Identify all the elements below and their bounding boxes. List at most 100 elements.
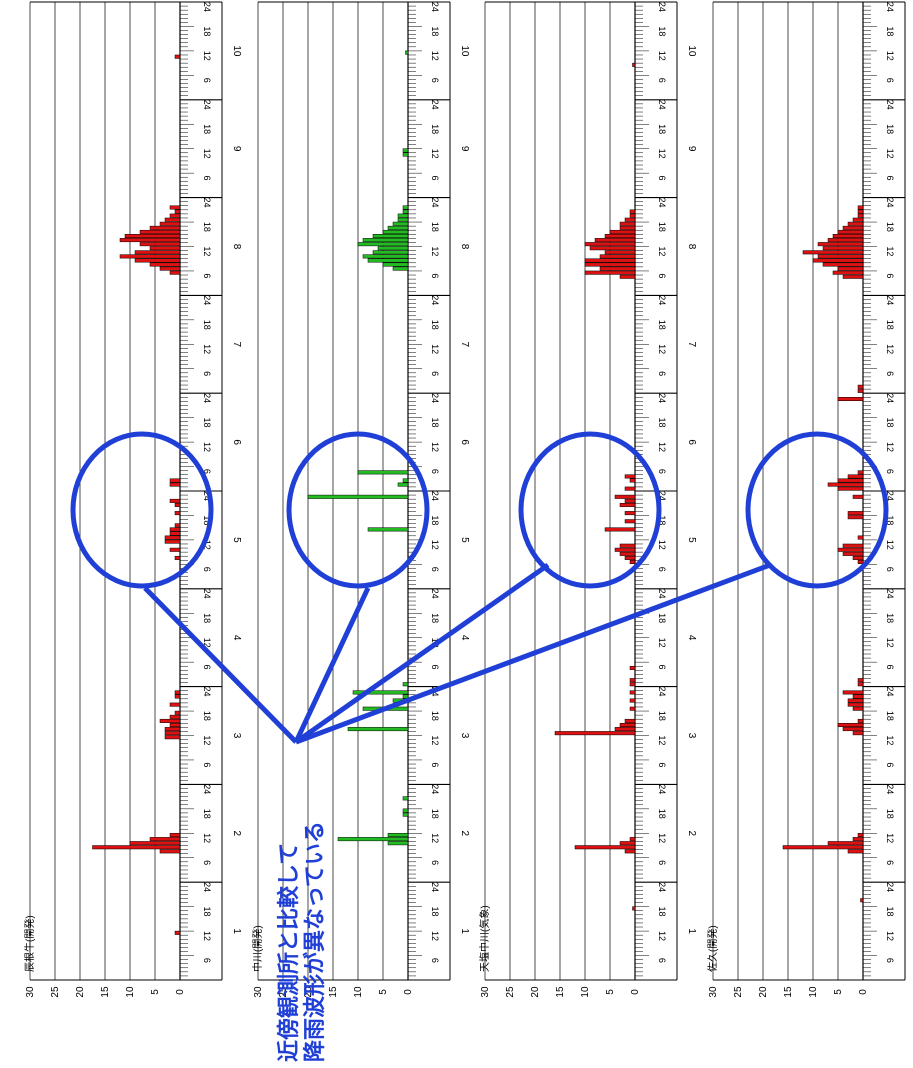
rain-bar: [629, 706, 636, 711]
value-tick-label: 25: [505, 986, 516, 998]
day-label: 7: [231, 342, 242, 348]
hour-label: 12: [430, 833, 440, 843]
rain-bar: [402, 796, 409, 801]
rain-bar: [817, 242, 864, 247]
hour-label: 24: [202, 784, 212, 794]
rain-bar: [857, 205, 864, 210]
hour-label: 24: [430, 589, 440, 599]
hour-label: 24: [657, 686, 667, 696]
rain-bar: [624, 555, 636, 560]
hour-label: 18: [430, 809, 440, 819]
hour-label: 18: [657, 320, 667, 330]
hour-label: 12: [657, 246, 667, 256]
rain-bar: [852, 217, 864, 222]
hour-label: 12: [885, 735, 895, 745]
rain-bar: [174, 690, 181, 695]
rain-bar: [402, 152, 409, 157]
hour-label: 12: [657, 735, 667, 745]
day-label: 8: [686, 244, 697, 250]
hour-label: 24: [430, 295, 440, 305]
rain-bar: [852, 731, 864, 736]
hour-label: 12: [885, 442, 895, 452]
rain-bar: [847, 221, 864, 226]
rain-bar: [632, 906, 636, 911]
rain-bar: [619, 551, 636, 556]
hour-label: 12: [657, 540, 667, 550]
rain-bar: [837, 229, 864, 234]
rain-bar: [857, 682, 864, 687]
value-tick-label: 15: [100, 986, 111, 998]
rain-bar: [857, 718, 864, 723]
hour-label: 6: [885, 371, 895, 376]
value-tick-label: 30: [253, 986, 264, 998]
value-tick-label: 30: [25, 986, 36, 998]
hour-label: 6: [202, 78, 212, 83]
rain-bar: [164, 539, 181, 544]
rain-bar: [139, 242, 181, 247]
hour-label: 18: [202, 418, 212, 428]
rain-bar: [609, 229, 636, 234]
rain-bar: [377, 246, 409, 251]
rain-bar: [357, 242, 409, 247]
day-label: 4: [459, 635, 470, 641]
value-tick-label: 0: [630, 989, 641, 995]
rain-bar: [822, 246, 864, 251]
chart-panel: 6121824612182461218246121824612182461218…: [478, 1, 697, 998]
day-label: 10: [459, 45, 470, 57]
hour-label: 6: [430, 860, 440, 865]
hour-label: 24: [430, 784, 440, 794]
hour-label: 24: [657, 295, 667, 305]
hour-label: 18: [885, 418, 895, 428]
hour-label: 18: [885, 222, 895, 232]
rain-bar: [604, 250, 636, 255]
rain-bar: [574, 845, 636, 850]
rain-bar: [584, 258, 636, 263]
hour-label: 6: [202, 567, 212, 572]
hour-label: 18: [657, 711, 667, 721]
rain-bar: [174, 523, 181, 528]
value-tick-label: 25: [50, 986, 61, 998]
rain-bar: [604, 234, 636, 238]
rain-bar: [629, 690, 636, 695]
hour-label: 18: [885, 613, 895, 623]
hour-label: 6: [657, 371, 667, 376]
hour-label: 6: [202, 176, 212, 181]
hour-label: 12: [202, 344, 212, 354]
hour-label: 18: [430, 26, 440, 36]
rain-bar: [169, 714, 181, 719]
day-label: 6: [459, 439, 470, 445]
day-label: 8: [459, 244, 470, 250]
rain-bar: [847, 702, 864, 707]
value-tick-label: 10: [580, 986, 591, 998]
rain-bar: [159, 221, 181, 226]
hour-label: 24: [657, 393, 667, 403]
hour-label: 18: [202, 515, 212, 525]
rain-bar: [614, 547, 636, 552]
station-label: 中川(開発): [251, 925, 264, 972]
rain-bar: [367, 527, 409, 532]
rain-bar: [382, 262, 409, 267]
hour-label: 24: [657, 882, 667, 892]
rain-bar: [629, 678, 636, 683]
hour-label: 24: [657, 784, 667, 794]
rain-bar: [837, 723, 864, 728]
day-label: 9: [459, 146, 470, 152]
hour-label: 6: [202, 958, 212, 963]
rain-bar: [860, 898, 864, 903]
rain-bar: [149, 262, 181, 267]
rain-bar: [852, 694, 864, 699]
rain-bar: [169, 213, 181, 218]
rain-bar: [159, 849, 181, 854]
rain-bar: [624, 511, 636, 516]
hour-label: 18: [430, 711, 440, 721]
rain-bar: [392, 266, 409, 271]
hour-label: 18: [202, 907, 212, 917]
hour-label: 6: [657, 860, 667, 865]
rain-bar: [402, 209, 409, 214]
hour-label: 18: [885, 26, 895, 36]
hour-label: 6: [885, 567, 895, 572]
day-label: 7: [459, 342, 470, 348]
rain-bar: [169, 482, 181, 487]
hour-label: 12: [202, 540, 212, 550]
hour-label: 24: [657, 2, 667, 12]
